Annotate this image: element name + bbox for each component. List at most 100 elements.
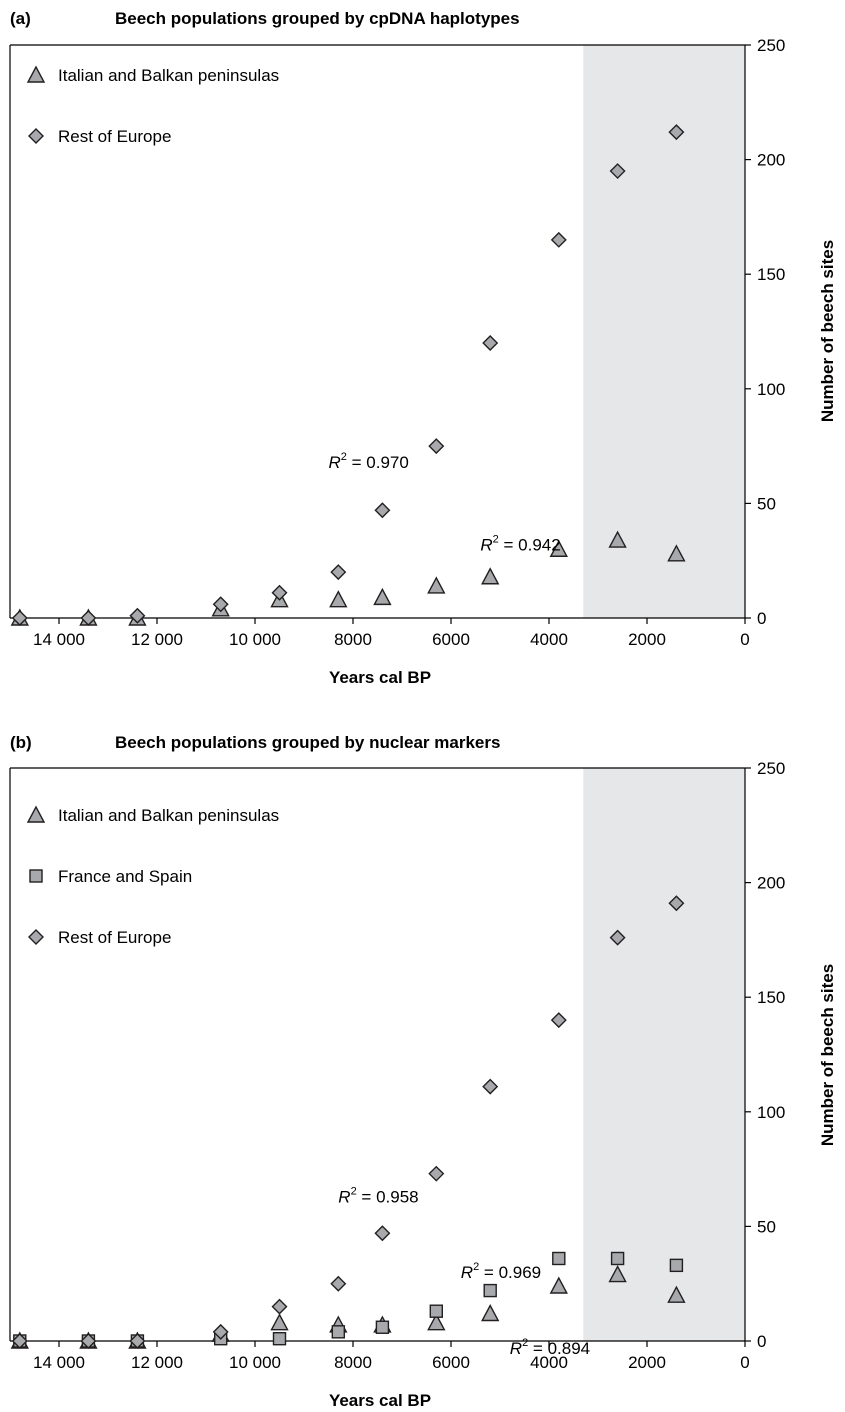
data-point-diamond [550, 231, 567, 248]
x-tick-label: 2000 [628, 630, 666, 649]
r-squared-annotation: R2 = 0.942 [480, 534, 560, 555]
r-squared-annotation: R2 = 0.970 [329, 451, 409, 472]
legend-label: Italian and Balkan peninsulas [58, 66, 279, 85]
data-point-triangle [427, 576, 446, 594]
x-axis-label: Years cal BP [329, 1391, 431, 1410]
x-tick-label: 10 000 [229, 630, 281, 649]
y-tick-label: 50 [757, 494, 776, 513]
x-tick-label: 6000 [432, 630, 470, 649]
data-point-triangle [481, 1304, 500, 1322]
panel-letter: (a) [10, 9, 31, 28]
x-axis-label: Years cal BP [329, 668, 431, 687]
data-point-diamond [11, 1333, 28, 1349]
data-point-diamond [271, 1298, 288, 1315]
data-point-square [272, 1332, 287, 1346]
legend-label: Rest of Europe [58, 127, 171, 146]
data-point-diamond [330, 564, 347, 581]
chart-title: Beech populations grouped by nuclear mar… [115, 733, 500, 752]
data-point-square [669, 1258, 684, 1273]
y-tick-label: 150 [757, 265, 785, 284]
data-point-diamond [428, 438, 445, 455]
x-tick-label: 8000 [334, 1353, 372, 1372]
x-tick-label: 2000 [628, 1353, 666, 1372]
data-point-triangle [481, 567, 500, 585]
x-tick-label: 12 000 [131, 1353, 183, 1372]
plot-area: 14 000 12 000 10 000 8000 6000 4000 2000 00 50 10… [9, 759, 785, 1372]
y-tick-label: 200 [757, 874, 785, 893]
shaded-region [583, 768, 745, 1341]
data-point-diamond [129, 1333, 146, 1349]
x-tick-label: 10 000 [229, 1353, 281, 1372]
legend-label: Italian and Balkan peninsulas [58, 806, 279, 825]
r-squared-annotation: R2 = 0.969 [461, 1261, 541, 1282]
y-tick-label: 0 [757, 1332, 766, 1351]
data-point-diamond [212, 1323, 229, 1340]
x-tick-label: 6000 [432, 1353, 470, 1372]
data-point-diamond [609, 163, 626, 180]
data-point-triangle [667, 1285, 686, 1303]
x-tick-label: 8000 [334, 630, 372, 649]
y-tick-label: 250 [757, 759, 785, 778]
data-point-diamond [482, 334, 499, 351]
x-tick-label: 12 000 [131, 630, 183, 649]
x-tick-label: 14 000 [33, 1353, 85, 1372]
data-point-triangle [667, 544, 686, 562]
data-point-square [375, 1320, 390, 1334]
y-tick-label: 0 [757, 609, 766, 628]
data-point-diamond [668, 895, 685, 912]
x-tick-label: 4000 [530, 630, 568, 649]
data-point-diamond [374, 502, 391, 519]
data-point-square [429, 1304, 443, 1318]
y-tick-label: 250 [757, 36, 785, 55]
legend-marker-diamond [28, 128, 44, 144]
y-tick-label: 50 [757, 1217, 776, 1236]
data-point-triangle [427, 1313, 446, 1331]
chart-title: Beech populations grouped by cpDNA haplo… [115, 9, 520, 28]
data-point-diamond [212, 596, 229, 613]
data-point-square [331, 1325, 345, 1339]
data-point-triangle [549, 1276, 568, 1294]
legend-label: Rest of Europe [58, 928, 171, 947]
data-point-square [483, 1283, 497, 1298]
x-tick-label: 0 [740, 630, 749, 649]
panel-letter: (b) [10, 733, 32, 752]
data-point-diamond [482, 1078, 499, 1095]
r-squared-annotation: R2 = 0.894 [510, 1337, 590, 1358]
x-tick-label: 4000 [530, 1353, 568, 1372]
y-axis-label: Number of beech sites [818, 964, 837, 1146]
data-point-diamond [80, 1333, 97, 1349]
data-point-triangle [373, 587, 392, 606]
data-point-diamond [609, 929, 626, 946]
data-point-triangle [549, 539, 568, 557]
data-point-diamond [428, 1165, 445, 1182]
shaded-region [583, 45, 745, 618]
legend-label: France and Spain [58, 867, 192, 886]
data-point-diamond [80, 610, 97, 626]
data-point-triangle [329, 590, 348, 608]
y-axis-label: Number of beech sites [818, 240, 837, 422]
panel-a: (a) Beech populations grouped by cpDNA h… [9, 9, 837, 687]
y-tick-label: 100 [757, 380, 785, 399]
data-point-diamond [668, 124, 685, 141]
data-point-diamond [11, 610, 28, 626]
panel-b: (b) Beech populations grouped by nuclear… [9, 733, 837, 1410]
data-point-triangle [270, 1313, 289, 1331]
data-point-diamond [374, 1225, 391, 1242]
x-tick-label: 14 000 [33, 630, 85, 649]
data-point-square [610, 1251, 625, 1266]
data-point-diamond [550, 1012, 567, 1029]
data-point-diamond [330, 1275, 347, 1292]
x-tick-label: 0 [740, 1353, 749, 1372]
legend-marker-triangle [26, 65, 46, 83]
data-point-triangle [608, 530, 627, 548]
legend-marker-square [29, 869, 43, 883]
data-point-triangle [608, 1265, 627, 1283]
data-point-square [552, 1251, 566, 1266]
y-tick-label: 200 [757, 151, 785, 170]
y-tick-label: 150 [757, 988, 785, 1007]
y-tick-label: 100 [757, 1103, 785, 1122]
r-squared-annotation: R2 = 0.958 [338, 1186, 418, 1207]
plot-area: 14 000 12 000 10 000 8000 6000 4000 2000 00 50 10… [9, 36, 785, 649]
legend-marker-triangle [26, 805, 46, 823]
